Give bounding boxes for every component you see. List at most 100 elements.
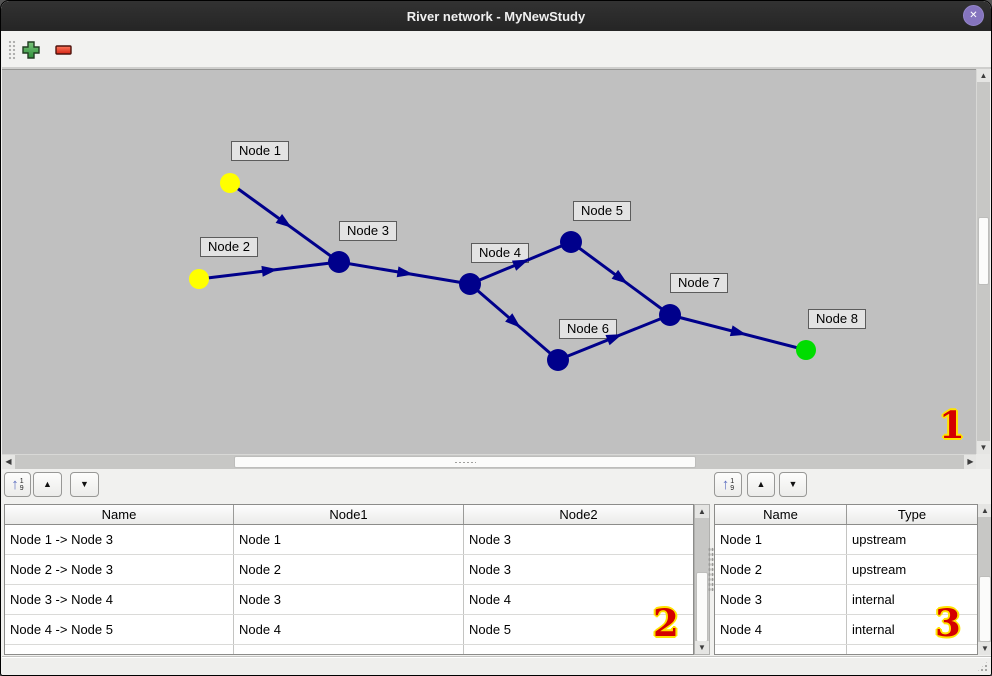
column-header[interactable]: Name xyxy=(715,505,847,524)
remove-button[interactable] xyxy=(52,38,76,62)
table-cell[interactable]: Node 3 xyxy=(234,585,464,614)
down-arrow-icon: ▼ xyxy=(981,643,989,653)
canvas-horizontal-scrollbar[interactable]: ◀ ▶ xyxy=(2,454,977,469)
table-cell[interactable]: Node 1 xyxy=(715,525,847,554)
node-node-6[interactable] xyxy=(547,349,569,371)
links-table[interactable]: Name Node1 Node2 Node 1 -> Node 3 Node 1 Node… xyxy=(4,504,694,655)
table-cell[interactable]: Node 3 xyxy=(469,532,511,547)
scroll-up-button[interactable]: ▲ xyxy=(977,69,990,82)
table-cell[interactable] xyxy=(715,645,847,654)
scroll-left-button[interactable]: ◀ xyxy=(2,455,15,469)
scroll-right-button[interactable]: ▶ xyxy=(964,455,977,469)
edge-line[interactable] xyxy=(469,282,559,362)
title-bar[interactable]: River network - MyNewStudy ✕ xyxy=(1,1,991,31)
table-cell[interactable]: Node 2 -> Node 3 xyxy=(5,555,234,584)
edge-line[interactable] xyxy=(669,313,807,352)
network-canvas[interactable]: Node 1 Node 2 Node 3 Node 4 Node 5 Node 6 Node… xyxy=(2,69,977,454)
node-label: Node 2 xyxy=(200,237,258,257)
table-row[interactable]: Node 2 -> Node 3 Node 2 Node 3 xyxy=(5,555,693,585)
up-arrow-icon: ▲ xyxy=(981,505,989,515)
node-node-8[interactable] xyxy=(796,340,816,360)
table-row[interactable]: Node 2 upstream xyxy=(715,555,977,585)
resize-grip-icon[interactable] xyxy=(976,660,989,673)
table-cell[interactable]: Node 2 xyxy=(715,555,847,584)
table-row[interactable]: Node 1 upstream xyxy=(715,525,977,555)
table-cell[interactable]: Node 2 xyxy=(234,555,464,584)
scroll-up-button[interactable]: ▲ xyxy=(978,504,991,517)
toolbar-grip-handle[interactable] xyxy=(8,40,16,60)
nodes-move-up-button[interactable]: ▲ xyxy=(747,472,775,497)
table-cell[interactable]: upstream xyxy=(852,562,907,577)
panel-splitter-handle[interactable] xyxy=(708,547,714,591)
table-cell[interactable]: Node 1 -> Node 3 xyxy=(5,525,234,554)
close-icon: ✕ xyxy=(969,10,978,21)
node-node-4[interactable] xyxy=(459,273,481,295)
scroll-thumb[interactable] xyxy=(979,576,991,642)
table-row[interactable]: Node 4 internal xyxy=(715,615,977,645)
table-cell[interactable]: Node 4 -> Node 5 xyxy=(5,615,234,644)
scroll-down-button[interactable]: ▼ xyxy=(978,642,991,655)
links-move-down-button[interactable]: ▼ xyxy=(70,472,99,497)
nodes-table[interactable]: Name Type Node 1 upstream Node 2 upstream Node… xyxy=(714,504,978,655)
table-cell[interactable] xyxy=(464,645,693,654)
table-cell[interactable] xyxy=(847,645,977,654)
node-node-1[interactable] xyxy=(220,173,240,193)
node-label: Node 1 xyxy=(231,141,289,161)
column-header[interactable]: Name xyxy=(5,505,234,524)
add-button[interactable] xyxy=(19,38,43,62)
nodes-move-down-button[interactable]: ▼ xyxy=(779,472,807,497)
table-cell[interactable]: Node 3 xyxy=(469,562,511,577)
table-row[interactable]: Node 3 -> Node 4 Node 3 Node 4 xyxy=(5,585,693,615)
table-cell[interactable]: Node 3 xyxy=(715,585,847,614)
node-label: Node 5 xyxy=(573,201,631,221)
scroll-up-button[interactable]: ▲ xyxy=(695,505,709,518)
horizontal-scroll-thumb[interactable] xyxy=(234,456,696,468)
table-row[interactable] xyxy=(715,645,977,654)
table-cell[interactable] xyxy=(5,645,234,654)
canvas-vertical-scrollbar[interactable]: ▲ ▼ xyxy=(976,69,990,454)
table-cell[interactable]: internal xyxy=(852,592,895,607)
links-move-up-button[interactable]: ▲ xyxy=(33,472,62,497)
scroll-thumb[interactable] xyxy=(696,572,708,642)
nodes-table-scrollbar[interactable]: ▲ ▼ xyxy=(978,504,991,655)
table-cell[interactable]: Node 4 xyxy=(469,592,511,607)
table-cell[interactable]: upstream xyxy=(852,532,907,547)
edge-line[interactable] xyxy=(338,260,471,286)
table-cell[interactable]: Node 4 xyxy=(715,615,847,644)
node-node-7[interactable] xyxy=(659,304,681,326)
table-row[interactable]: Node 3 internal xyxy=(715,585,977,615)
column-header[interactable]: Node1 xyxy=(234,505,464,524)
table-cell[interactable]: Node 3 -> Node 4 xyxy=(5,585,234,614)
vertical-scroll-thumb[interactable] xyxy=(978,217,989,285)
table-cell[interactable]: Node 1 xyxy=(234,525,464,554)
node-label: Node 4 xyxy=(471,243,529,263)
table-row[interactable]: Node 4 -> Node 5 Node 4 Node 5 xyxy=(5,615,693,645)
minus-icon xyxy=(55,45,72,55)
edge-line[interactable] xyxy=(570,240,671,317)
links-table-scrollbar[interactable]: ▲ ▼ xyxy=(694,504,710,655)
down-arrow-icon: ▼ xyxy=(698,642,706,652)
table-cell[interactable]: internal xyxy=(852,622,895,637)
scroll-down-button[interactable]: ▼ xyxy=(977,441,990,454)
node-node-2[interactable] xyxy=(189,269,209,289)
edge-line[interactable] xyxy=(198,260,340,281)
column-header[interactable]: Node2 xyxy=(559,507,598,522)
table-header-row: Name Type xyxy=(715,505,977,525)
table-cell[interactable] xyxy=(234,645,464,654)
up-arrow-icon: ▲ xyxy=(756,479,766,489)
table-cell[interactable]: Node 4 xyxy=(234,615,464,644)
table-row[interactable] xyxy=(5,645,693,654)
scroll-down-button[interactable]: ▼ xyxy=(695,641,709,654)
column-header[interactable]: Type xyxy=(897,507,927,522)
node-node-3[interactable] xyxy=(328,251,350,273)
close-button[interactable]: ✕ xyxy=(963,5,984,26)
table-cell[interactable]: Node 5 xyxy=(469,622,511,637)
thumb-grip-icon xyxy=(454,460,476,464)
table-row[interactable]: Node 1 -> Node 3 Node 1 Node 3 xyxy=(5,525,693,555)
up-arrow-icon: ▲ xyxy=(698,506,706,516)
node-node-5[interactable] xyxy=(560,231,582,253)
